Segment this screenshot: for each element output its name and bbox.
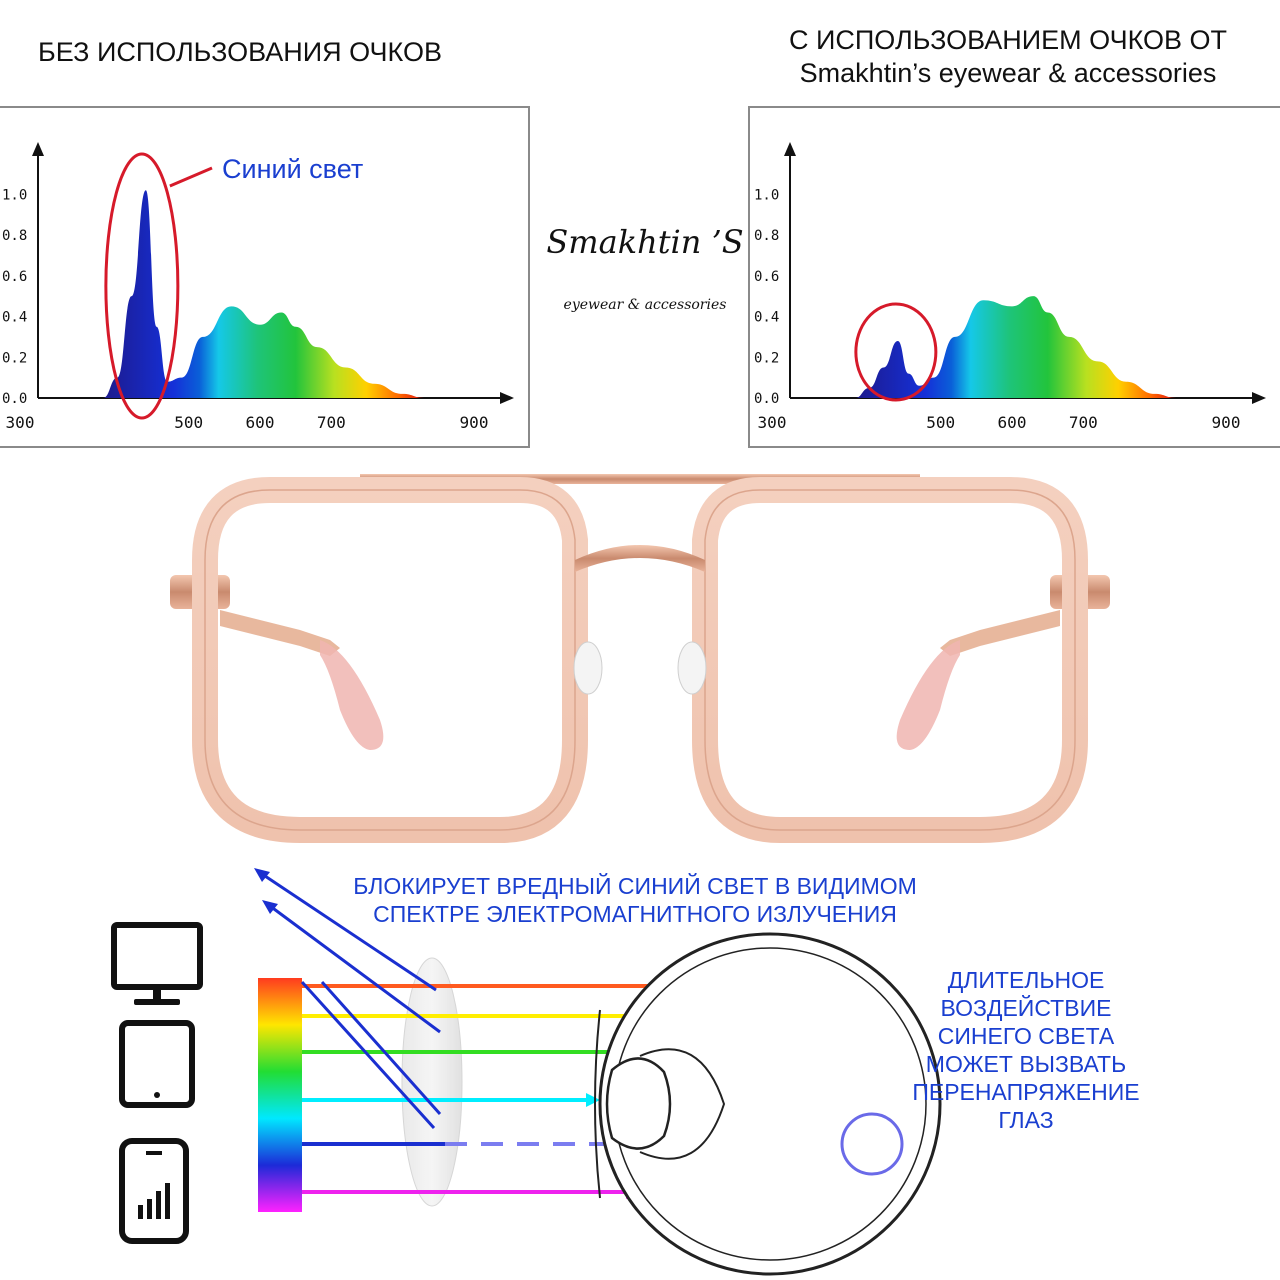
blue-light-annotation: Синий свет	[222, 154, 364, 184]
right-temple	[940, 610, 1060, 656]
ray-arrowhead	[586, 1093, 600, 1107]
spectrum-area	[103, 190, 425, 398]
light-diagram	[254, 868, 942, 1276]
x-tick-label: 700	[317, 413, 346, 432]
brand-subtitle: eyewear & accessories	[563, 297, 727, 313]
spectrum-chart-svg-left: 1.0 0.8 0.6 0.4 0.2 0.0 300 500 600 700 900	[2, 142, 514, 432]
brand-name: Smakhtin ’S	[546, 223, 744, 261]
spectrum-chart-without-glasses: 1.0 0.8 0.6 0.4 0.2 0.0 300 500 600 700 900 Синий …	[0, 106, 530, 448]
eye-illustration	[594, 932, 942, 1276]
exposure-warning-caption: ДЛИТЕЛЬНОЕ ВОЗДЕЙСТВИЕ СИНЕГО СВЕТА МОЖЕ…	[912, 967, 1140, 1133]
left-rim	[192, 477, 588, 843]
right-temple-tip	[896, 640, 960, 750]
smartphone-icon	[119, 1138, 189, 1244]
header-with-glasses-line2: Smakhtin’s eyewear & accessories	[799, 58, 1217, 88]
left-nose-pad	[573, 641, 603, 695]
right-nose-pad	[677, 641, 707, 695]
x-tick-label: 700	[1069, 413, 1098, 432]
header-with-glasses: С ИСПОЛЬЗОВАНИЕМ ОЧКОВ ОТ Smakhtin’s eye…	[768, 24, 1248, 90]
spectrum-area	[855, 296, 1177, 398]
spectrum-chart-svg-right: 1.0 0.8 0.6 0.4 0.2 0.0 300 500 600 700 900	[754, 142, 1266, 432]
monitor-icon	[111, 922, 203, 1005]
nose-bridge	[575, 545, 705, 572]
y-tick-label: 0.4	[754, 310, 779, 326]
tablet-icon	[119, 1020, 195, 1108]
y-tick-label: 1.0	[2, 187, 27, 203]
header-with-glasses-line1: С ИСПОЛЬЗОВАНИЕМ ОЧКОВ ОТ	[788, 25, 1227, 55]
header-without-glasses: БЕЗ ИСПОЛЬЗОВАНИЯ ОЧКОВ	[38, 37, 442, 67]
glasses-illustration	[170, 474, 1110, 843]
retina-highlight	[840, 1112, 904, 1176]
y-tick-label: 0.0	[754, 391, 779, 407]
spectrum-chart-with-glasses: 1.0 0.8 0.6 0.4 0.2 0.0 300 500 600 700 900	[748, 106, 1280, 448]
y-tick-label: 0.0	[2, 391, 27, 407]
x-tick-label: 300	[758, 413, 787, 432]
reflected-blue-rays	[254, 868, 442, 1130]
x-tick-label: 900	[1212, 413, 1241, 432]
y-tick-label: 0.8	[2, 228, 27, 244]
x-tick-label: 900	[460, 413, 489, 432]
left-temple	[220, 610, 340, 656]
brand-logo: Smakhtin ’S eyewear & accessories	[540, 222, 750, 314]
y-tick-label: 0.6	[2, 269, 27, 285]
blue-peak-highlight	[854, 302, 938, 402]
y-tick-label: 0.4	[2, 310, 27, 326]
y-tick-label: 0.6	[754, 269, 779, 285]
x-tick-label: 600	[246, 413, 275, 432]
spectrum-source	[258, 978, 302, 1212]
y-tick-label: 0.2	[754, 350, 779, 366]
x-tick-label: 600	[998, 413, 1027, 432]
right-rim	[692, 477, 1088, 843]
annotation-leader	[169, 166, 213, 188]
y-tick-label: 0.8	[754, 228, 779, 244]
device-icons	[111, 922, 203, 1244]
y-tick-label: 1.0	[754, 187, 779, 203]
x-tick-label: 500	[926, 413, 955, 432]
eye-lens	[605, 1057, 672, 1150]
x-tick-label: 300	[6, 413, 35, 432]
left-temple-tip	[320, 640, 384, 750]
blue-peak-highlight	[104, 152, 180, 420]
blocks-blue-light-caption: БЛОКИРУЕТ ВРЕДНЫЙ СИНИЙ СВЕТ В ВИДИМОМ С…	[353, 873, 917, 927]
x-tick-label: 500	[174, 413, 203, 432]
y-tick-label: 0.2	[2, 350, 27, 366]
